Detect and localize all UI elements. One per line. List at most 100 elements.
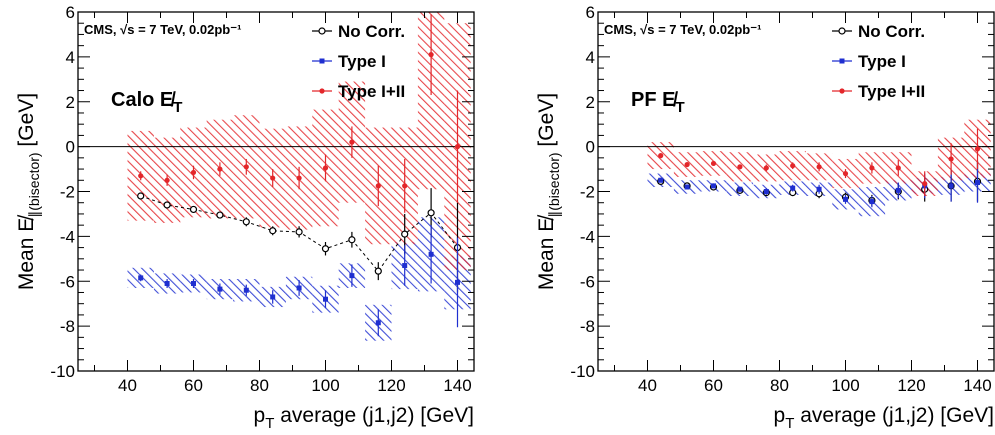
x-tick-label: 80 [250,376,269,395]
no-corr--point [348,236,356,244]
x-tick-label: 40 [638,376,657,395]
legend-marker [839,88,845,94]
type-i-ii-point [349,139,355,145]
type-i-point [763,189,769,194]
y-tick-labels: -10 -8 -6 -4 -2 0 2 4 6 [570,3,595,381]
legend-marker [838,27,846,35]
cms-label: CMS, √s = 7 TeV, 0.02pb⁻¹ [84,22,241,37]
type-i-point [711,183,716,189]
type-i-point [270,294,276,300]
y-axis-title: Mean E̸∥(bisector) [GeV] [15,93,42,290]
type-i-point [138,275,144,281]
y-tick-label: -8 [60,317,75,336]
type-i-ii-point [454,144,461,150]
type-i-ii-point [164,177,170,183]
x-tick-label: 140 [443,376,471,395]
type-i-point [243,287,249,293]
type-i-ii-point [737,164,743,170]
y-tick-label: -8 [580,317,595,336]
legend-entry: Type I+II [338,82,405,101]
y-tick-labels: -10 -8 -6 -4 -2 0 2 4 6 [50,3,75,381]
type-i-ii-point [816,164,822,170]
type-i-ii-point [270,175,276,181]
legend-entry: Type I+II [858,82,925,101]
type-i-ii-point [974,146,981,152]
x-tick-label: 80 [770,376,789,395]
type-i-ii-point [322,165,329,171]
type-i-point [296,285,302,291]
axis-ticks [598,11,994,372]
no-corr--point [321,245,330,253]
x-tick-label: 140 [963,376,991,395]
panel-label: PF E̸T [631,89,685,116]
type-i-point [217,286,223,292]
legend: No Corr. Type I Type I+II [312,22,405,101]
x-tick-label: 100 [311,376,339,395]
type-i-point [191,280,196,286]
data-points [137,14,462,337]
no-corr--point [401,230,409,238]
legend-marker [839,58,845,64]
type-i-point [164,280,170,286]
panel-calo: 40 60 80 100 120 140 -10 -8 -6 -4 -2 0 2 4 6 pT avera… [15,3,475,432]
no-corr--point [374,267,382,275]
x-axis-title: pT average (j1,j2) [GeV] [254,404,474,432]
legend-marker [319,88,325,94]
type-i-ii-point [190,169,197,176]
panel-pf: 40 60 80 100 120 140 -10 -8 -6 -4 -2 0 2 4 6 pT avera… [535,3,995,432]
y-tick-label: -6 [60,272,75,291]
legend-entry: Type I [338,52,386,71]
type-i-ii-point [922,181,928,187]
no-corr--point [427,209,435,217]
type-i-point [790,185,796,191]
type-i-point [843,196,848,202]
no-corr--point [269,227,277,235]
type-i-ii-point [138,173,144,179]
y-tick-label: 0 [66,138,75,157]
type-i-point [349,273,355,279]
y-tick-label: 6 [586,3,595,22]
y-tick-label: 6 [66,3,75,22]
type-i-ii-point [658,153,664,159]
type-i-point [816,186,822,192]
no-corr--point [163,201,171,209]
no-corr--point [216,211,224,219]
type-i-point [895,187,901,193]
y-tick-label: -10 [50,362,75,381]
no-corr--point [189,205,198,214]
type-i-ii-point [710,160,717,167]
y-tick-label: 0 [586,138,595,157]
y-tick-label: -4 [580,227,595,246]
type-i-point [428,251,434,257]
type-i-ii-point [842,170,849,177]
type-i-ii-point [402,183,408,189]
type-i-point [684,184,690,190]
type-i-ii-point [763,165,769,171]
type-i-point [658,177,664,183]
type-i-point [402,263,408,269]
y-tick-label: -2 [580,183,595,202]
type-i-point [948,183,954,189]
y-tick-label: -4 [60,227,75,246]
type-i-ii-point [895,165,901,171]
axis-ticks [78,11,474,372]
panel-label: Calo E̸T [111,89,182,116]
type-i-point [737,186,743,192]
no-corr--point [295,228,303,236]
legend-entry: Type I [858,52,906,71]
type-i-ii-point [375,183,381,189]
data-points [657,128,982,208]
legend-marker [318,27,326,35]
type-i-ii-point [243,164,249,170]
x-tick-label: 100 [831,376,859,395]
type-i-ii-point [948,156,954,162]
y-axis-title: Mean E̸∥(bisector) [GeV] [535,93,562,290]
x-axis-title: pT average (j1,j2) [GeV] [774,404,994,432]
type-i-ii-point [217,166,223,172]
no-corr--point [242,218,250,226]
y-tick-label: -10 [570,362,595,381]
y-tick-label: 4 [66,48,75,67]
x-tick-label: 60 [184,376,203,395]
type-i-point [869,199,875,205]
